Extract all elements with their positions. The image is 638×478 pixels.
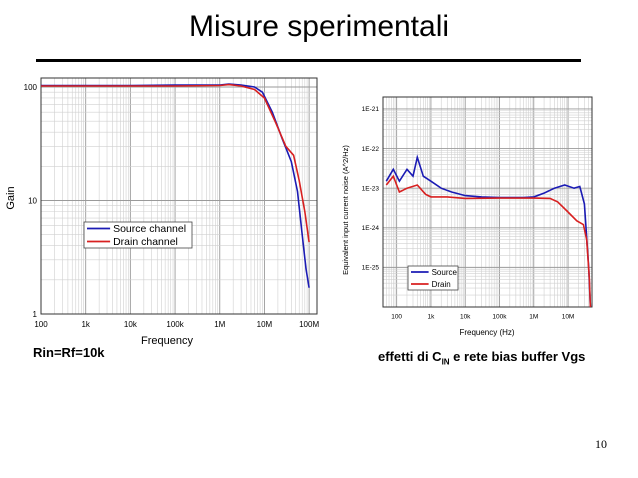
x-tick-label: 1M bbox=[529, 314, 538, 321]
legend-box bbox=[407, 265, 459, 291]
x-tick-label: 10M bbox=[257, 320, 273, 329]
series-line-drain bbox=[385, 174, 592, 307]
y-tick-label: 1E-23 bbox=[362, 185, 380, 192]
x-tick-label: 1M bbox=[214, 320, 225, 329]
y-tick-label: 1E-22 bbox=[362, 146, 380, 153]
plot-area-0 bbox=[41, 78, 317, 314]
series-line-source bbox=[385, 154, 592, 307]
y-tick-label: 1E-21 bbox=[362, 106, 380, 113]
y-tick-label: 1 bbox=[33, 310, 38, 319]
y-tick-label: 1E-24 bbox=[362, 225, 380, 232]
caption-right-subscript: IN bbox=[441, 357, 450, 367]
x-tick-label: 10k bbox=[460, 314, 471, 321]
y-axis-title: Gain bbox=[5, 186, 17, 209]
x-tick-label: 100 bbox=[34, 320, 48, 329]
y-tick-label: 10 bbox=[28, 196, 37, 205]
legend-label: Drain channel bbox=[113, 236, 178, 248]
caption-right: effetti di CIN e rete bias buffer Vgs bbox=[378, 349, 585, 367]
x-axis-title: Frequency (Hz) bbox=[459, 328, 514, 337]
caption-left: Rin=Rf=10k bbox=[33, 345, 105, 360]
legend-label: Source bbox=[432, 268, 458, 277]
x-tick-label: 1k bbox=[81, 320, 90, 329]
x-tick-label: 100 bbox=[391, 314, 402, 321]
caption-right-suffix: e rete bias buffer Vgs bbox=[449, 349, 586, 364]
x-tick-label: 10M bbox=[562, 314, 575, 321]
x-tick-label: 1k bbox=[427, 314, 435, 321]
plot-frame-1 bbox=[382, 96, 593, 308]
slide-title: Misure sperimentali bbox=[188, 10, 450, 43]
legend-label: Source channel bbox=[113, 223, 186, 235]
x-tick-label: 10k bbox=[124, 320, 138, 329]
title-underline bbox=[36, 59, 581, 62]
legend-box bbox=[83, 221, 193, 249]
caption-right-prefix: effetti di C bbox=[378, 349, 442, 364]
page-number: 10 bbox=[595, 437, 607, 451]
y-tick-label: 1E-25 bbox=[362, 265, 380, 272]
y-axis-title: Equivalent input current noise (A^2/Hz) bbox=[341, 145, 350, 275]
series-line-drain-channel bbox=[41, 83, 310, 243]
x-tick-label: 100k bbox=[492, 314, 507, 321]
x-axis-title: Frequency bbox=[141, 335, 193, 347]
y-tick-label: 100 bbox=[24, 83, 38, 92]
x-tick-label: 100k bbox=[166, 320, 184, 329]
x-tick-label: 100M bbox=[299, 320, 319, 329]
plot-frame-0 bbox=[40, 77, 318, 315]
legend-label: Drain bbox=[432, 280, 451, 289]
